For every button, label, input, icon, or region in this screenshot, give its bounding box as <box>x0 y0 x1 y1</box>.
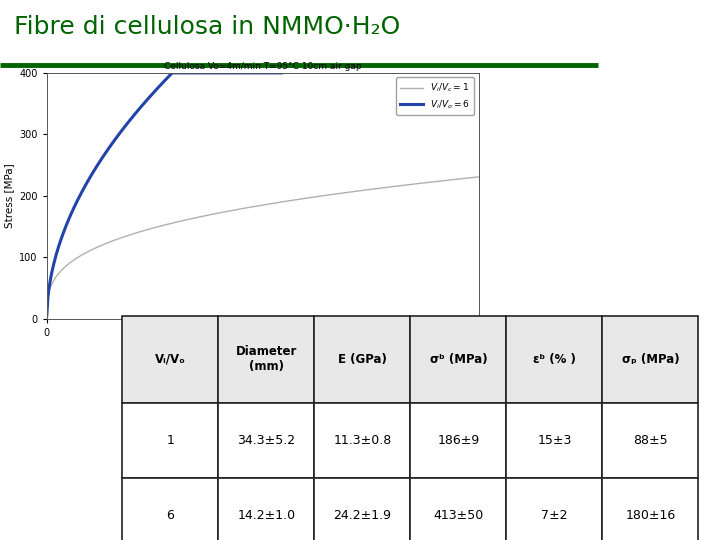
Title: Cellulosa Vo=4m/min T=95°C 10cm air gap: Cellulosa Vo=4m/min T=95°C 10cm air gap <box>164 62 361 71</box>
Y-axis label: Stress [MPa]: Stress [MPa] <box>4 164 14 228</box>
Text: Fibre di cellulosa in NMMO·H₂O: Fibre di cellulosa in NMMO·H₂O <box>14 15 400 39</box>
X-axis label: Strain [%]: Strain [%] <box>237 343 289 353</box>
Legend: $V_i/V_c =1$, $V_i/V_o =6$: $V_i/V_c =1$, $V_i/V_o =6$ <box>396 77 474 115</box>
